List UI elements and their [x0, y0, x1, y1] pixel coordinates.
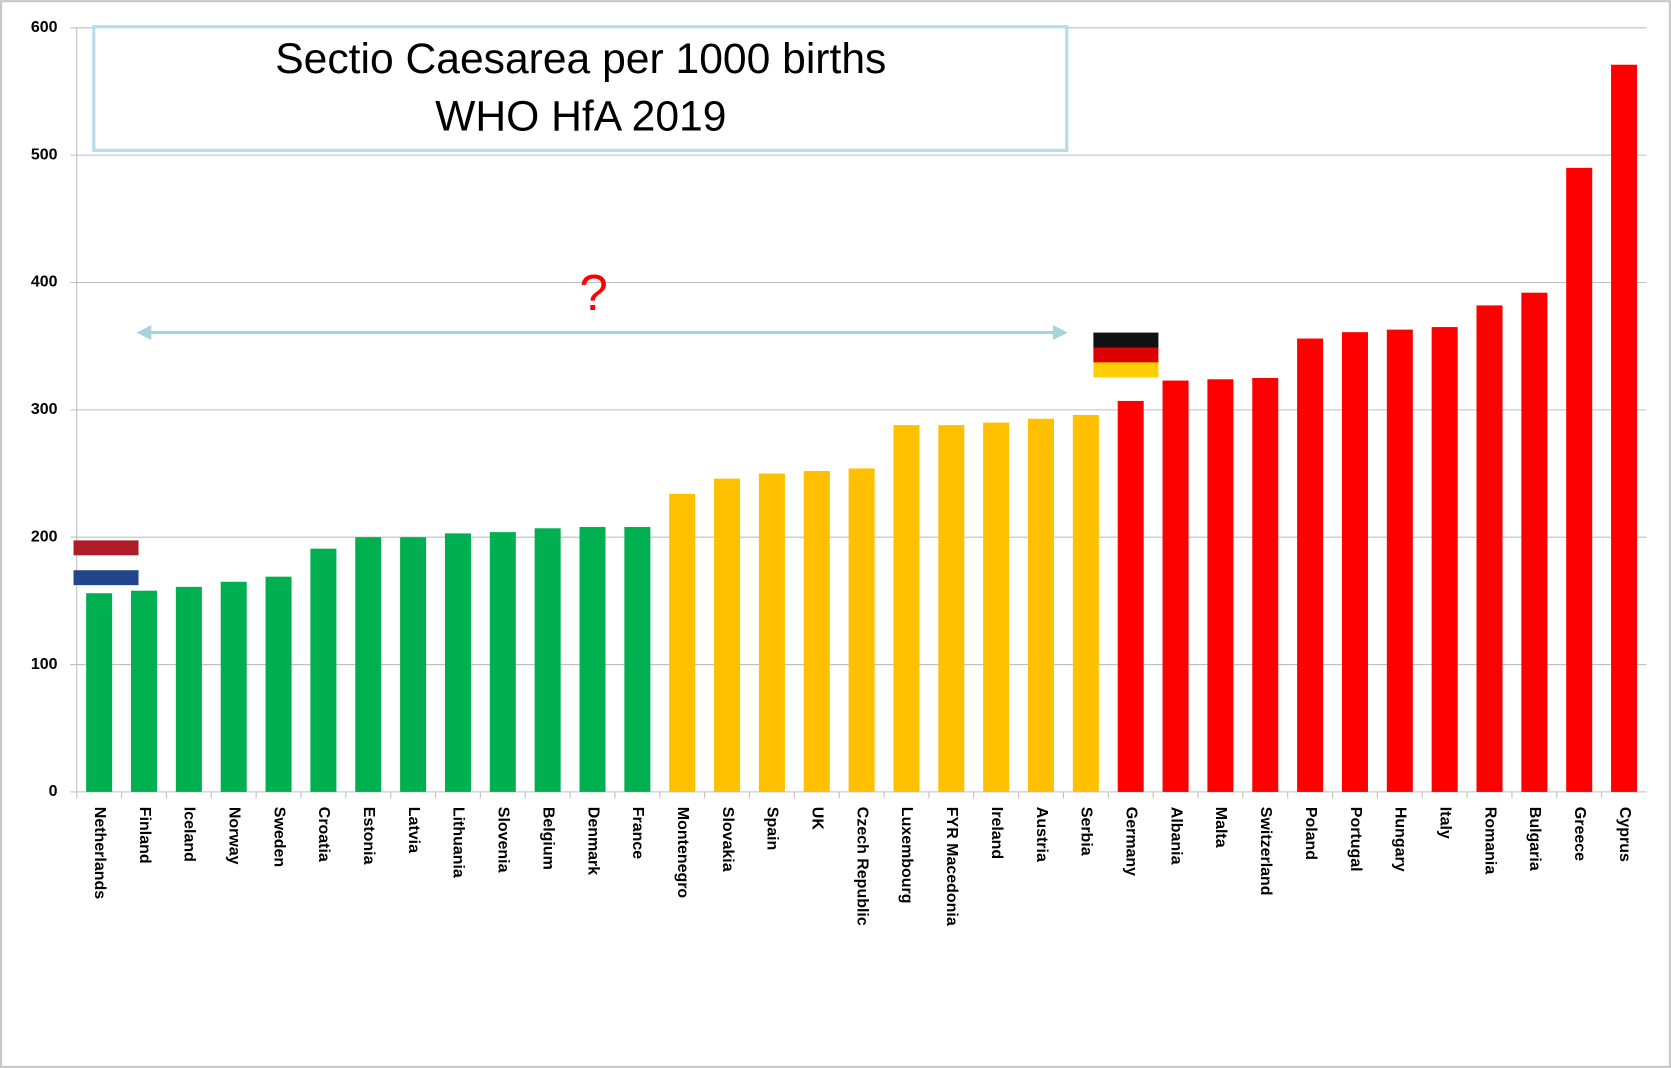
- flag-stripe: [1093, 347, 1159, 363]
- arrow-head: [1052, 325, 1068, 341]
- x-tick-label: Spain: [764, 807, 781, 850]
- flag-stripe: [1093, 332, 1159, 348]
- bar: [803, 470, 830, 792]
- x-tick-label: Switzerland: [1257, 807, 1274, 896]
- bar: [579, 527, 606, 792]
- bar: [938, 425, 965, 792]
- bar: [220, 581, 247, 792]
- x-tick-label: Czech Republic: [853, 807, 870, 926]
- flag-stripe: [73, 570, 139, 586]
- bar: [86, 593, 113, 792]
- bar: [265, 576, 292, 792]
- bar: [1207, 379, 1234, 792]
- x-tick-label: Croatia: [315, 807, 332, 862]
- bar: [534, 528, 561, 792]
- annotation: ?: [579, 264, 607, 321]
- bar: [983, 422, 1010, 792]
- x-tick-label: Latvia: [405, 807, 422, 853]
- flag-stripe: [73, 540, 139, 556]
- x-tick-label: UK: [809, 807, 826, 831]
- range-arrow: [136, 325, 1068, 341]
- y-tick-label: 300: [31, 401, 58, 418]
- x-tick-label: FYR Macedonia: [943, 807, 960, 926]
- x-tick-label: Bulgaria: [1526, 807, 1543, 871]
- x-tick-label: Austria: [1033, 807, 1050, 862]
- bar: [400, 537, 427, 792]
- x-tick-label: Slovakia: [719, 807, 736, 872]
- x-tick-label: Albania: [1167, 807, 1184, 865]
- x-tick-label: Italy: [1436, 807, 1453, 839]
- bar: [1386, 329, 1413, 792]
- bar: [175, 586, 202, 792]
- x-tick-label: Poland: [1302, 807, 1319, 860]
- x-tick-label: Belgium: [539, 807, 556, 870]
- x-tick-label: Iceland: [181, 807, 198, 862]
- arrow-head: [136, 325, 152, 341]
- bar: [893, 425, 920, 792]
- bar: [1117, 400, 1144, 792]
- y-tick-label: 200: [31, 528, 58, 545]
- x-tick-label: Denmark: [584, 807, 601, 875]
- y-tick-label: 100: [31, 656, 58, 673]
- bar: [1521, 292, 1548, 792]
- x-tick-label: Ireland: [988, 807, 1005, 859]
- x-tick-label: Germany: [1122, 807, 1139, 876]
- x-tick-label: Lithuania: [450, 807, 467, 878]
- bar: [130, 590, 158, 792]
- bar: [444, 533, 471, 792]
- y-tick-label: 0: [49, 783, 58, 800]
- x-tick-label: Finland: [136, 807, 153, 864]
- y-tick-label: 400: [31, 274, 58, 291]
- x-tick-label: Cyprus: [1616, 807, 1633, 862]
- y-tick-label: 600: [31, 19, 58, 36]
- x-tick-label: Luxembourg: [898, 807, 915, 904]
- bar: [1341, 332, 1368, 792]
- y-tick-label: 500: [31, 146, 58, 163]
- title-box: [92, 25, 1069, 152]
- x-tick-label: Netherlands: [91, 807, 108, 899]
- x-tick-label: Portugal: [1347, 807, 1364, 872]
- bar: [489, 532, 516, 792]
- bar: [624, 527, 651, 792]
- flag-stripe: [1093, 362, 1159, 378]
- x-tick-label: Estonia: [360, 807, 377, 865]
- flag-netherlands: [73, 540, 139, 586]
- x-tick-label: Norway: [225, 807, 242, 865]
- bar: [1297, 338, 1324, 792]
- bar: [1611, 64, 1638, 792]
- bar: [310, 548, 337, 792]
- x-tick-label: Greece: [1571, 807, 1588, 861]
- bar: [1162, 380, 1189, 792]
- bar: [1072, 414, 1099, 792]
- bar: [355, 537, 382, 792]
- chart-title: Sectio Caesarea per 1000 births: [275, 35, 886, 83]
- flag-germany: [1093, 332, 1159, 378]
- bar: [669, 493, 696, 792]
- x-tick-label: Serbia: [1078, 807, 1095, 856]
- bar: [758, 473, 785, 792]
- bar: [1476, 305, 1503, 792]
- bar: [714, 478, 741, 792]
- bar: [1566, 167, 1593, 792]
- x-tick-label: Romania: [1481, 807, 1498, 875]
- chart-subtitle: WHO HfA 2019: [435, 93, 726, 141]
- bar: [1252, 378, 1279, 792]
- bar: [848, 468, 875, 792]
- bar: [1431, 327, 1458, 792]
- x-tick-label: Malta: [1212, 807, 1229, 848]
- x-tick-label: Montenegro: [674, 807, 691, 899]
- x-tick-label: France: [629, 807, 646, 859]
- bar: [1028, 418, 1055, 792]
- x-tick-label: Slovenia: [495, 807, 512, 873]
- x-tick-label: Sweden: [270, 807, 287, 867]
- x-tick-label: Hungary: [1392, 807, 1409, 872]
